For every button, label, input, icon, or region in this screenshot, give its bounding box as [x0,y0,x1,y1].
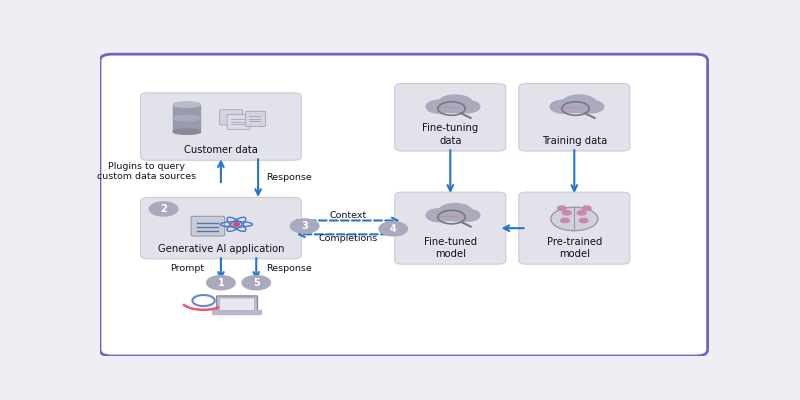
Circle shape [579,218,588,223]
Circle shape [290,219,319,233]
Bar [211,310,261,314]
Circle shape [578,211,586,215]
Circle shape [150,202,178,216]
Circle shape [550,207,598,231]
Text: 2: 2 [160,204,167,214]
Circle shape [438,95,473,112]
FancyBboxPatch shape [220,298,254,310]
Text: Prompt: Prompt [170,264,204,273]
Circle shape [562,95,597,112]
FancyBboxPatch shape [227,114,250,130]
Bar [433,215,468,220]
FancyBboxPatch shape [191,216,225,236]
Bar [433,106,468,112]
Text: Training data: Training data [542,136,607,146]
Circle shape [242,276,270,290]
Text: Completions: Completions [318,234,378,243]
Circle shape [579,101,604,113]
FancyBboxPatch shape [141,198,301,259]
Circle shape [550,100,576,113]
Circle shape [561,218,570,223]
FancyBboxPatch shape [217,296,258,312]
Circle shape [455,209,480,221]
Circle shape [426,209,452,222]
Bar [173,104,201,132]
Text: 3: 3 [302,221,308,231]
FancyBboxPatch shape [519,192,630,264]
Text: Fine-tuning
data: Fine-tuning data [422,123,478,146]
Text: Customer data: Customer data [184,145,258,155]
FancyBboxPatch shape [100,54,708,356]
FancyBboxPatch shape [395,192,506,264]
Text: Plugins to query
custom data sources: Plugins to query custom data sources [97,162,196,181]
FancyBboxPatch shape [141,93,301,160]
Ellipse shape [173,115,201,121]
Circle shape [426,100,452,113]
Circle shape [206,276,235,290]
Text: Response: Response [266,174,312,182]
Circle shape [379,222,407,236]
FancyBboxPatch shape [220,110,242,125]
Circle shape [438,204,473,221]
Text: 4: 4 [390,224,397,234]
Text: Fine-tuned
model: Fine-tuned model [424,236,477,259]
Text: Generative AI application: Generative AI application [158,244,284,254]
Circle shape [558,206,566,210]
Ellipse shape [173,129,201,134]
Bar [557,106,592,112]
Text: 5: 5 [253,278,260,288]
Text: Context: Context [330,211,366,220]
Text: Pre-trained
model: Pre-trained model [546,236,602,259]
FancyBboxPatch shape [246,111,266,126]
FancyBboxPatch shape [395,84,506,151]
Circle shape [455,101,480,113]
Circle shape [234,223,239,226]
Text: Response: Response [266,264,312,273]
Circle shape [582,206,591,210]
Circle shape [562,211,571,215]
Text: 1: 1 [218,278,224,288]
Ellipse shape [173,102,201,107]
FancyBboxPatch shape [519,84,630,151]
